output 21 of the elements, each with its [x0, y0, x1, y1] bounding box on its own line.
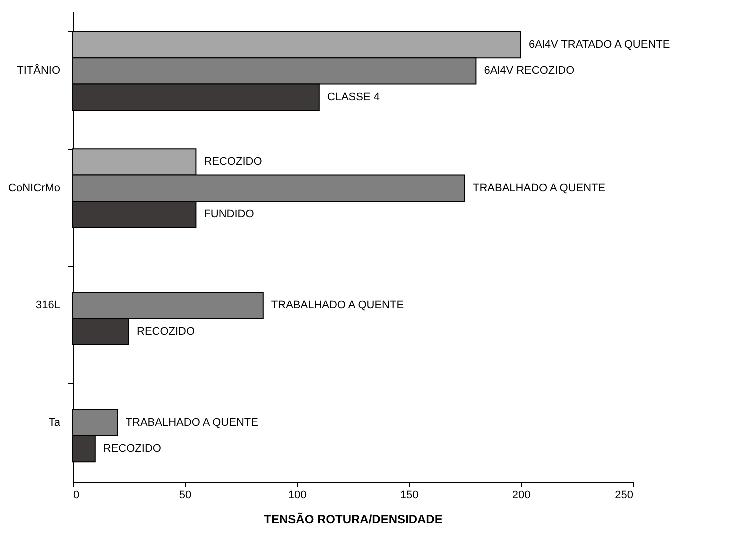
x-tick-label: 200	[512, 490, 531, 502]
x-axis-title: TENSÃO ROTURA/DENSIDADE	[264, 512, 443, 526]
x-tick-label: 150	[400, 490, 419, 502]
y-tick-label: TITÂNIO	[17, 64, 61, 78]
annotation: TRABALHADO A QUENTE	[271, 300, 404, 312]
annotation: CLASSE 4	[327, 91, 380, 104]
y-tick-label: CoNICrMo	[8, 182, 60, 194]
annotation: RECOZIDO	[204, 156, 263, 168]
x-tick-label: 0	[74, 490, 80, 502]
annotation: RECOZIDO	[137, 326, 196, 338]
annotation: RECOZIDO	[103, 442, 162, 455]
annotation: TRABALHADO A QUENTE	[473, 182, 606, 194]
y-tick-label: Ta	[48, 416, 62, 429]
annotation: 6Al4V RECOZIDO	[484, 65, 576, 78]
x-tick-label: 250	[615, 490, 634, 502]
annotation: FUNDIDO	[204, 208, 255, 221]
annotation: TRABALHADO A QUENTE	[126, 416, 258, 429]
y-tick-label: 316L	[36, 300, 60, 312]
annotation: 6Al4V TRATADO A QUENTE	[529, 39, 670, 52]
x-tick-label: 100	[288, 490, 307, 502]
x-tick-label: 50	[179, 490, 192, 502]
